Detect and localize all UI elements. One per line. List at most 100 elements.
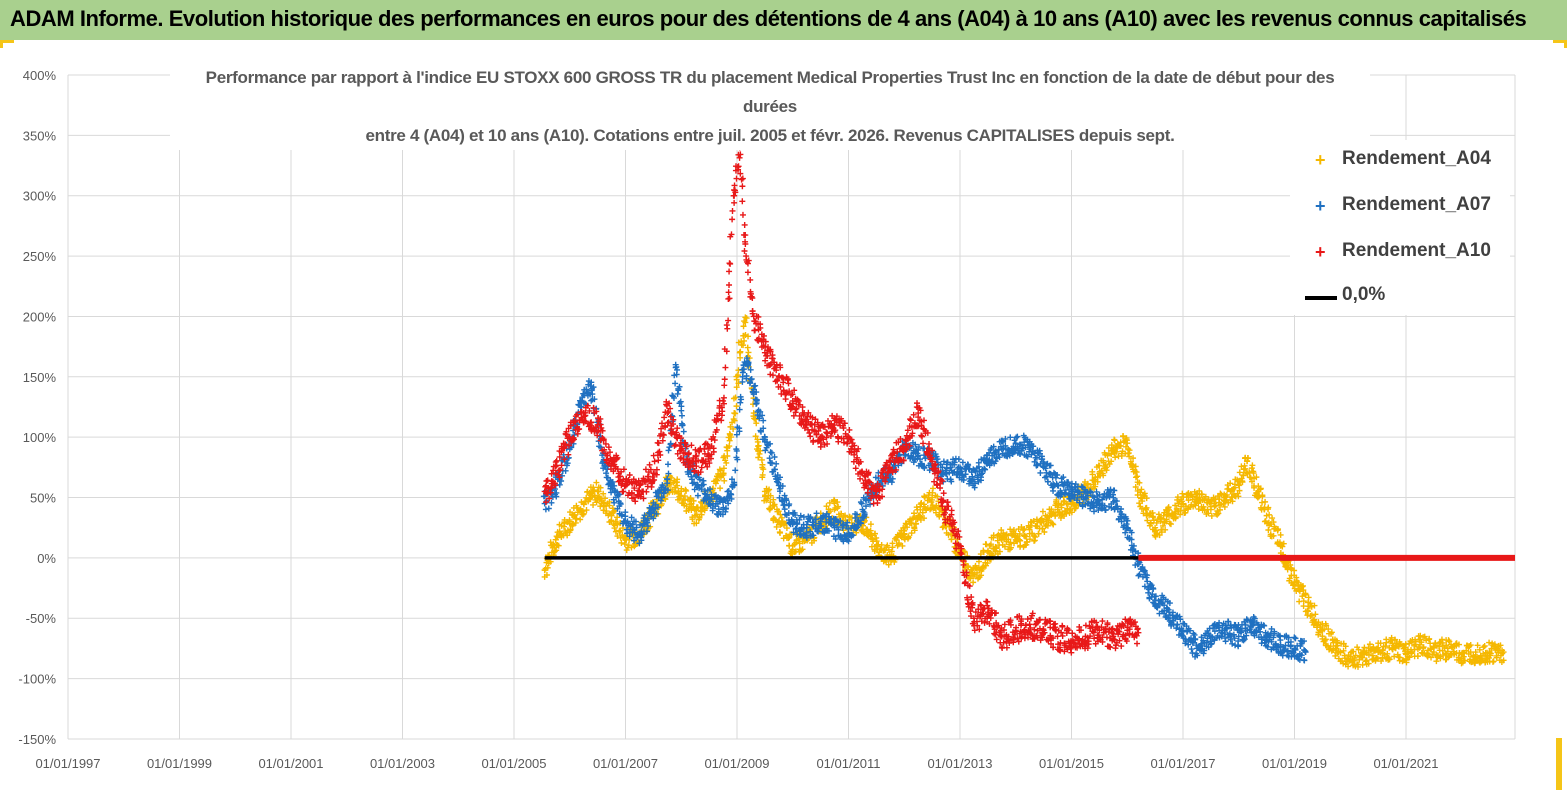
data-point bbox=[721, 382, 728, 389]
data-point bbox=[873, 534, 880, 541]
data-point bbox=[1308, 603, 1315, 610]
data-point bbox=[773, 523, 780, 530]
data-point bbox=[786, 520, 793, 527]
data-point bbox=[1382, 643, 1389, 650]
data-point bbox=[1132, 474, 1139, 481]
data-point bbox=[1254, 494, 1261, 501]
data-point bbox=[1050, 521, 1057, 528]
data-point bbox=[781, 492, 788, 499]
data-point bbox=[608, 517, 615, 524]
data-point bbox=[569, 522, 576, 529]
data-point bbox=[626, 471, 633, 478]
data-point bbox=[934, 456, 941, 463]
data-point bbox=[786, 501, 793, 508]
data-point bbox=[694, 492, 701, 499]
data-point bbox=[726, 437, 733, 444]
data-point bbox=[766, 486, 773, 493]
y-tick-label: 400% bbox=[23, 68, 57, 83]
data-point bbox=[769, 460, 776, 467]
data-point bbox=[972, 562, 979, 569]
x-tick-label: 01/01/2003 bbox=[370, 756, 435, 771]
data-point bbox=[1229, 498, 1236, 505]
data-point bbox=[1266, 511, 1273, 518]
data-point bbox=[948, 507, 955, 514]
data-point bbox=[776, 485, 783, 492]
data-point bbox=[1005, 536, 1012, 543]
data-point bbox=[1315, 631, 1322, 638]
data-point bbox=[1300, 598, 1307, 605]
data-point bbox=[740, 342, 747, 349]
data-point bbox=[553, 489, 560, 496]
data-point bbox=[739, 211, 746, 218]
data-point bbox=[951, 461, 958, 468]
data-point bbox=[786, 542, 793, 549]
data-point bbox=[1274, 526, 1281, 533]
data-point bbox=[1039, 508, 1046, 515]
data-point bbox=[753, 396, 760, 403]
data-point bbox=[1216, 496, 1223, 503]
data-point bbox=[674, 366, 681, 373]
data-point bbox=[901, 536, 908, 543]
data-point bbox=[823, 503, 830, 510]
data-point bbox=[1256, 486, 1263, 493]
data-point bbox=[1096, 462, 1103, 469]
data-point bbox=[1026, 526, 1033, 533]
data-point bbox=[1162, 526, 1169, 533]
series-rendement_a10 bbox=[541, 144, 1142, 656]
data-point bbox=[696, 476, 703, 483]
data-point bbox=[984, 560, 991, 567]
data-point bbox=[921, 465, 928, 472]
data-point bbox=[760, 417, 767, 424]
data-point bbox=[611, 499, 618, 506]
data-point bbox=[1250, 470, 1257, 477]
data-point bbox=[1423, 650, 1430, 657]
legend-label-a04: Rendement_A04 bbox=[1342, 148, 1491, 169]
data-point bbox=[673, 364, 680, 371]
data-point bbox=[781, 506, 788, 513]
data-point bbox=[633, 524, 640, 531]
data-point bbox=[1216, 506, 1223, 513]
data-point bbox=[670, 394, 677, 401]
data-point bbox=[732, 410, 739, 417]
data-point bbox=[1428, 654, 1435, 661]
data-point bbox=[1474, 642, 1481, 649]
legend-line-zero bbox=[1305, 296, 1337, 300]
data-point bbox=[1308, 612, 1315, 619]
data-point bbox=[752, 416, 759, 423]
data-point bbox=[779, 483, 786, 490]
data-point bbox=[1292, 635, 1299, 642]
data-point bbox=[628, 544, 635, 551]
data-point bbox=[588, 397, 595, 404]
data-point bbox=[591, 487, 598, 494]
data-point bbox=[662, 496, 669, 503]
data-point bbox=[678, 412, 685, 419]
data-point bbox=[1377, 640, 1384, 647]
data-point bbox=[1355, 663, 1362, 670]
data-point bbox=[752, 382, 759, 389]
y-tick-label: 100% bbox=[23, 430, 57, 445]
data-point bbox=[1489, 658, 1496, 665]
data-point bbox=[655, 457, 662, 464]
data-point bbox=[717, 485, 724, 492]
data-point bbox=[1008, 544, 1015, 551]
data-point bbox=[1378, 658, 1385, 665]
data-point bbox=[1068, 509, 1075, 516]
data-point bbox=[737, 349, 744, 356]
data-point bbox=[733, 175, 740, 182]
data-point bbox=[542, 506, 549, 513]
data-point bbox=[903, 521, 910, 528]
data-point bbox=[1328, 629, 1335, 636]
data-point bbox=[665, 461, 672, 468]
data-point bbox=[1307, 600, 1314, 607]
data-point bbox=[1200, 503, 1207, 510]
data-point bbox=[912, 441, 919, 448]
legend-label-a07: Rendement_A07 bbox=[1342, 194, 1491, 215]
data-point bbox=[908, 530, 915, 537]
data-point bbox=[994, 537, 1001, 544]
data-point bbox=[733, 403, 740, 410]
data-point bbox=[759, 471, 766, 478]
data-point bbox=[904, 524, 911, 531]
data-point bbox=[638, 537, 645, 544]
data-point bbox=[757, 447, 764, 454]
data-point bbox=[560, 523, 567, 530]
